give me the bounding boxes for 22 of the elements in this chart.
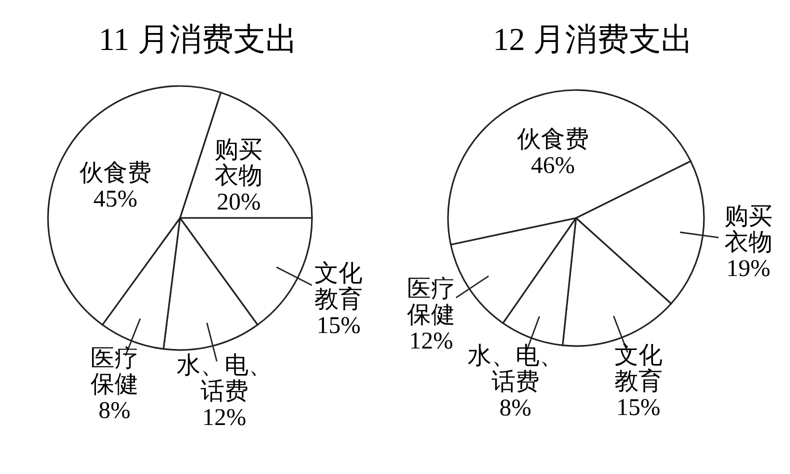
slice-label: 购买衣物	[724, 204, 772, 256]
data-label: 45%	[93, 186, 138, 212]
data-label: 12%	[409, 328, 454, 355]
slice-label: 水、电、话费	[467, 343, 564, 396]
slice-label: 文化教育	[314, 260, 363, 314]
data-label: 15%	[316, 313, 361, 340]
slice-label: 伙食费	[79, 160, 152, 186]
slice-label: 购买衣物	[214, 138, 263, 190]
data-label: 8%	[499, 395, 532, 422]
data-label: 12%	[202, 404, 246, 431]
data-label: 46%	[530, 152, 575, 179]
slice-label: 伙食费	[516, 126, 589, 153]
chart-title: 11 月消费支出	[98, 21, 298, 57]
slice-label: 水、电、话费	[176, 352, 272, 405]
data-label: 20%	[216, 190, 261, 216]
data-label: 15%	[616, 394, 660, 421]
slice-label: 医疗保健	[90, 346, 138, 398]
data-label: 8%	[98, 398, 130, 424]
slice-label: 文化教育	[614, 342, 662, 395]
data-label: 19%	[726, 256, 770, 282]
chart-title: 12 月消费支出	[493, 21, 693, 57]
slice-label: 医疗保健	[407, 276, 456, 329]
